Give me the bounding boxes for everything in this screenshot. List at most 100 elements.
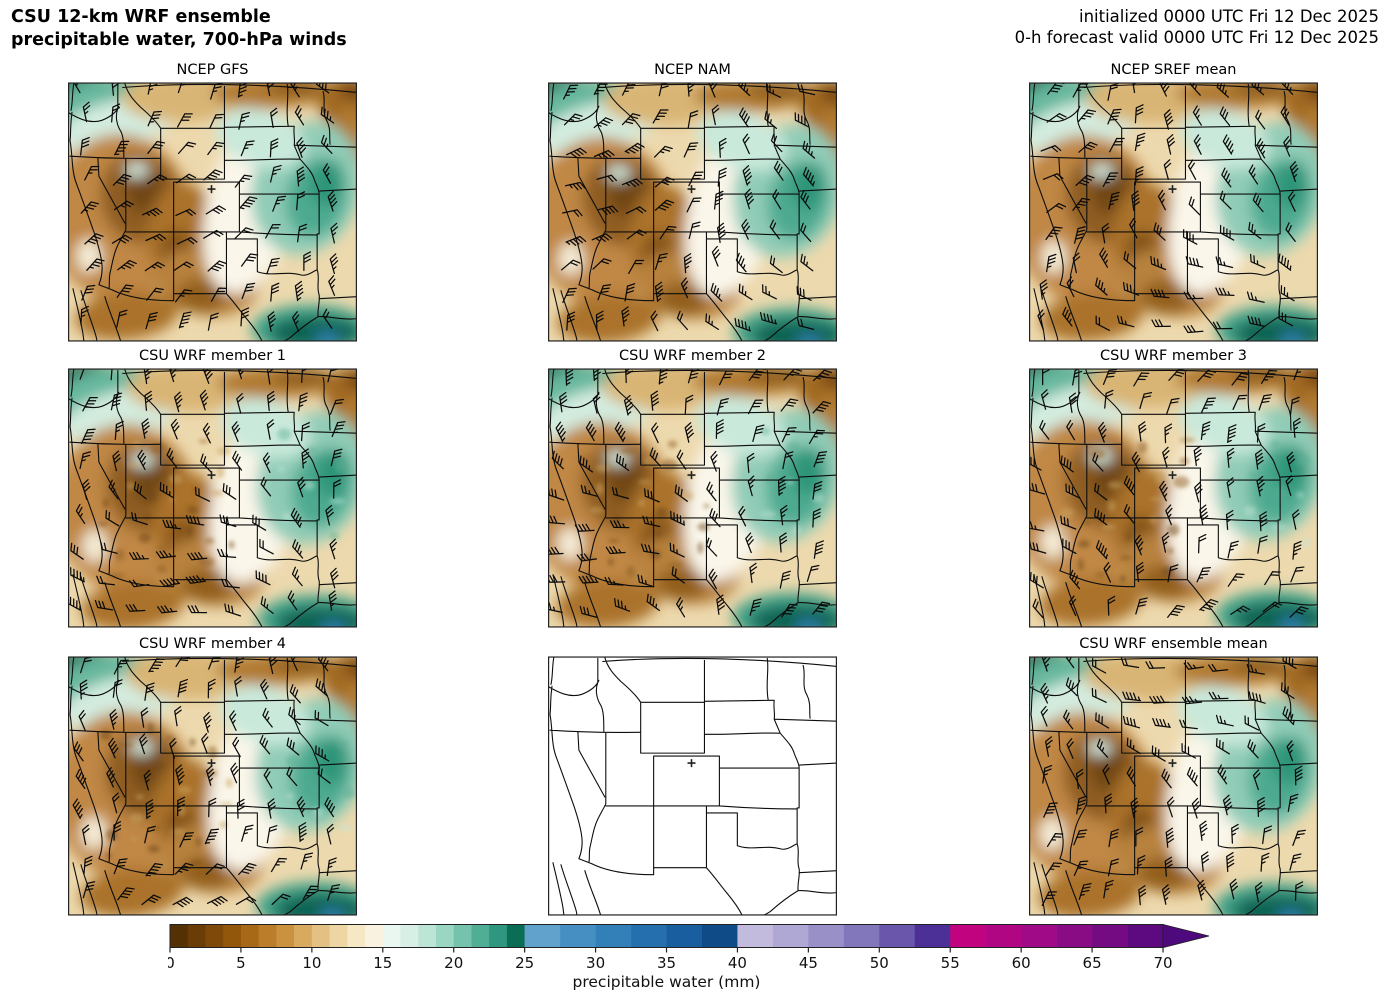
colorbar-segment xyxy=(453,924,472,948)
init-time-text: initialized 0000 UTC Fri 12 Dec 2025 xyxy=(1079,7,1379,26)
fort-collins-marker xyxy=(1168,185,1177,194)
colorbar-tick-label: 65 xyxy=(1083,954,1102,972)
fort-collins-marker xyxy=(687,759,696,768)
panel-frame xyxy=(1029,82,1318,342)
colorbar-segment xyxy=(666,924,703,948)
colorbar-segment xyxy=(418,924,437,948)
colorbar-tick-label: 55 xyxy=(941,954,960,972)
fort-collins-marker xyxy=(687,471,696,480)
colorbar-segment xyxy=(382,924,401,948)
map-layers xyxy=(1029,82,1318,342)
colorbar-segment xyxy=(595,924,632,948)
wind-barbs-layer xyxy=(1037,82,1299,334)
colorbar-segment xyxy=(294,924,313,948)
map-layers xyxy=(1029,656,1318,916)
colorbar-segment xyxy=(223,924,242,948)
state-borders xyxy=(548,656,837,916)
colorbar-segment xyxy=(1056,924,1093,948)
colorbar-segment xyxy=(489,924,508,948)
state-borders xyxy=(1029,82,1318,342)
colorbar-tick-label: 30 xyxy=(586,954,605,972)
colorbar-segment xyxy=(329,924,348,948)
colorbar-tick-label: 15 xyxy=(373,954,392,972)
panel-title-csu-wrf-member-4: CSU WRF member 4 xyxy=(138,636,286,652)
map-layers xyxy=(1029,368,1318,628)
map-panel-csu-wrf-member-3 xyxy=(1029,368,1318,628)
state-borders xyxy=(548,368,837,628)
panel-frame xyxy=(548,656,837,916)
colorbar-tick-label: 35 xyxy=(657,954,676,972)
colorbar-segment xyxy=(914,924,951,948)
colorbar-tick-label: 0 xyxy=(168,954,175,972)
wind-barbs-layer xyxy=(72,656,341,908)
map-panel-csu-wrf-member-2 xyxy=(548,368,837,628)
panel-frame xyxy=(68,656,357,916)
map-layers xyxy=(68,82,357,342)
colorbar-segment xyxy=(560,924,596,948)
valid-time-text: 0-h forecast valid 0000 UTC Fri 12 Dec 2… xyxy=(1014,28,1379,48)
colorbar-segment xyxy=(311,924,330,948)
colorbar-segment xyxy=(808,924,845,948)
colorbar-segment xyxy=(701,924,738,948)
colorbar-tick-label: 70 xyxy=(1153,954,1172,972)
colorbar-segment xyxy=(205,924,224,948)
colorbar-segment xyxy=(276,924,295,948)
map-panel-ncep-gfs xyxy=(68,82,357,342)
fort-collins-marker xyxy=(207,471,216,480)
state-borders xyxy=(1029,656,1318,916)
colorbar-segment xyxy=(435,924,455,948)
fort-collins-marker xyxy=(207,185,216,194)
panel-title-csu-wrf-member-2: CSU WRF member 2 xyxy=(618,348,766,364)
colorbar-tick-label: 50 xyxy=(870,954,889,972)
forecast-info: initialized 0000 UTC Fri 12 Dec 2025 0-h… xyxy=(1015,6,1379,48)
colorbar-segment xyxy=(258,924,277,948)
map-panel-ncep-nam xyxy=(548,82,837,342)
pw-field xyxy=(1029,82,1318,342)
colorbar-segment xyxy=(1092,924,1128,948)
panel-frame xyxy=(548,82,837,342)
panel-title-ncep-nam: NCEP NAM xyxy=(654,62,731,78)
colorbar-segment xyxy=(347,924,366,948)
colorbar-tick-label: 5 xyxy=(236,954,246,972)
colorbar-segment xyxy=(170,924,189,948)
panel-title-csu-wrf-member-1: CSU WRF member 1 xyxy=(138,348,286,364)
panel-frame xyxy=(1029,656,1318,916)
map-layers xyxy=(548,656,837,916)
panel-title-blank xyxy=(548,635,837,654)
colorbar-segment xyxy=(524,924,561,948)
colorbar-segment xyxy=(471,924,490,948)
panel-frame xyxy=(548,368,837,628)
panel-title-ncep-gfs: NCEP GFS xyxy=(176,62,249,78)
map-panel-csu-wrf-member-4 xyxy=(68,656,357,916)
map-layers xyxy=(68,656,357,916)
figure-title-line2: precipitable water, 700-hPa winds xyxy=(11,29,347,50)
wind-barbs-layer xyxy=(548,368,832,618)
map-panel-csu-wrf-ensemble-mean xyxy=(1029,656,1318,916)
colorbar-segment xyxy=(365,924,384,948)
panel-frame xyxy=(1029,368,1318,628)
colorbar-segment xyxy=(950,924,986,948)
fort-collins-marker xyxy=(1168,471,1177,480)
fort-collins-marker xyxy=(687,185,696,194)
panel-title-csu-wrf-member-3: CSU WRF member 3 xyxy=(1099,348,1247,364)
colorbar-segment xyxy=(772,924,809,948)
map-layers xyxy=(548,82,837,342)
colorbar-tick-label: 10 xyxy=(302,954,321,972)
colorbar-segment xyxy=(1127,924,1164,948)
colorbar-segment xyxy=(985,924,1022,948)
figure-title-line1: CSU 12-km WRF ensemble xyxy=(11,7,271,27)
pw-field-detail xyxy=(99,721,356,865)
colorbar-tick-label: 60 xyxy=(1012,954,1031,972)
colorbar-tick-label: 25 xyxy=(515,954,534,972)
colorbar-segment xyxy=(240,924,259,948)
fort-collins-marker xyxy=(1168,759,1177,768)
colorbar-tick-label: 45 xyxy=(799,954,818,972)
panel-frame xyxy=(68,368,357,628)
colorbar: 0 5 10 15 20 25 30 35 40 45 50 55 60 65 70 xyxy=(168,924,1210,972)
colorbar-segment xyxy=(737,924,774,948)
map-panel-csu-wrf-member-1 xyxy=(68,368,357,628)
colorbar-segment xyxy=(506,924,525,948)
colorbar-segment xyxy=(187,924,206,948)
map-layers xyxy=(68,368,357,628)
